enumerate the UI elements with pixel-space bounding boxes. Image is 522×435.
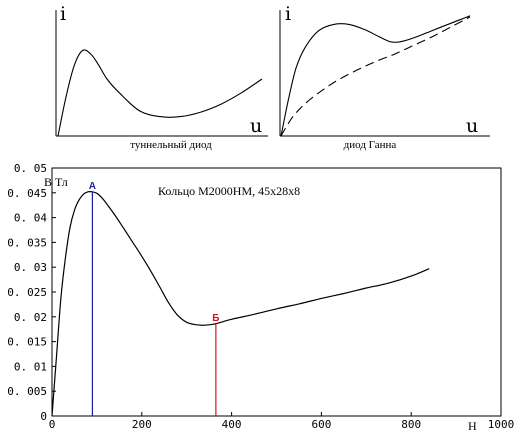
y-tick-label: 0. 005 bbox=[7, 385, 47, 398]
bh-curve-line bbox=[51, 190, 430, 417]
gunn-y-label: i bbox=[285, 3, 291, 25]
point-2-label: Б bbox=[212, 313, 219, 324]
bh-curve-plot: 0 0. 005 0. 01 0. 015 0. 02 0. 025 0. 03 0. 035… bbox=[7, 162, 514, 433]
x-tick-label: 400 bbox=[222, 418, 242, 431]
y-tick-label: 0. 035 bbox=[7, 236, 47, 249]
gunn-series-1-line bbox=[280, 15, 471, 137]
bh-plot-frame bbox=[51, 167, 502, 417]
y-tick-label: 0. 04 bbox=[14, 212, 47, 225]
tunnel-series-1-line bbox=[57, 49, 263, 137]
y-tick-label: 0. 05 bbox=[14, 162, 47, 175]
tunnel-diode-plot: i u туннельный диод bbox=[55, 3, 268, 151]
x-tick-label: 600 bbox=[311, 418, 331, 431]
tunnel-y-label: i bbox=[60, 3, 66, 25]
y-tick-label: 0. 025 bbox=[7, 286, 47, 299]
y-tick-label: 0. 01 bbox=[14, 360, 47, 373]
y-tick-label: 0 bbox=[40, 410, 47, 423]
bh-y-unit-label: В Тл bbox=[44, 175, 68, 189]
gunn-x-label: u bbox=[466, 115, 478, 137]
y-tick-label: 0. 02 bbox=[14, 311, 47, 324]
tunnel-x-label: u bbox=[250, 115, 262, 137]
x-tick-label: 200 bbox=[132, 418, 152, 431]
x-tick-label: 0 bbox=[49, 418, 56, 431]
y-tick-label: 0. 045 bbox=[7, 187, 47, 200]
x-tick-label: 1000 bbox=[488, 418, 515, 431]
y-tick-label: 0. 03 bbox=[14, 261, 47, 274]
gunn-series-2-line bbox=[280, 16, 471, 137]
bh-x-unit-label: Н bbox=[468, 419, 477, 433]
gunn-diode-plot: i u диод Ганна bbox=[279, 3, 490, 151]
tunnel-caption: туннельный диод bbox=[130, 139, 212, 151]
point-1-label: А bbox=[89, 181, 96, 192]
x-tick-label: 800 bbox=[401, 418, 421, 431]
bh-chart-title: Кольцо М2000НМ, 45х28х8 bbox=[158, 184, 300, 198]
y-tick-label: 0. 015 bbox=[7, 336, 47, 349]
gunn-caption: диод Ганна bbox=[344, 139, 397, 151]
